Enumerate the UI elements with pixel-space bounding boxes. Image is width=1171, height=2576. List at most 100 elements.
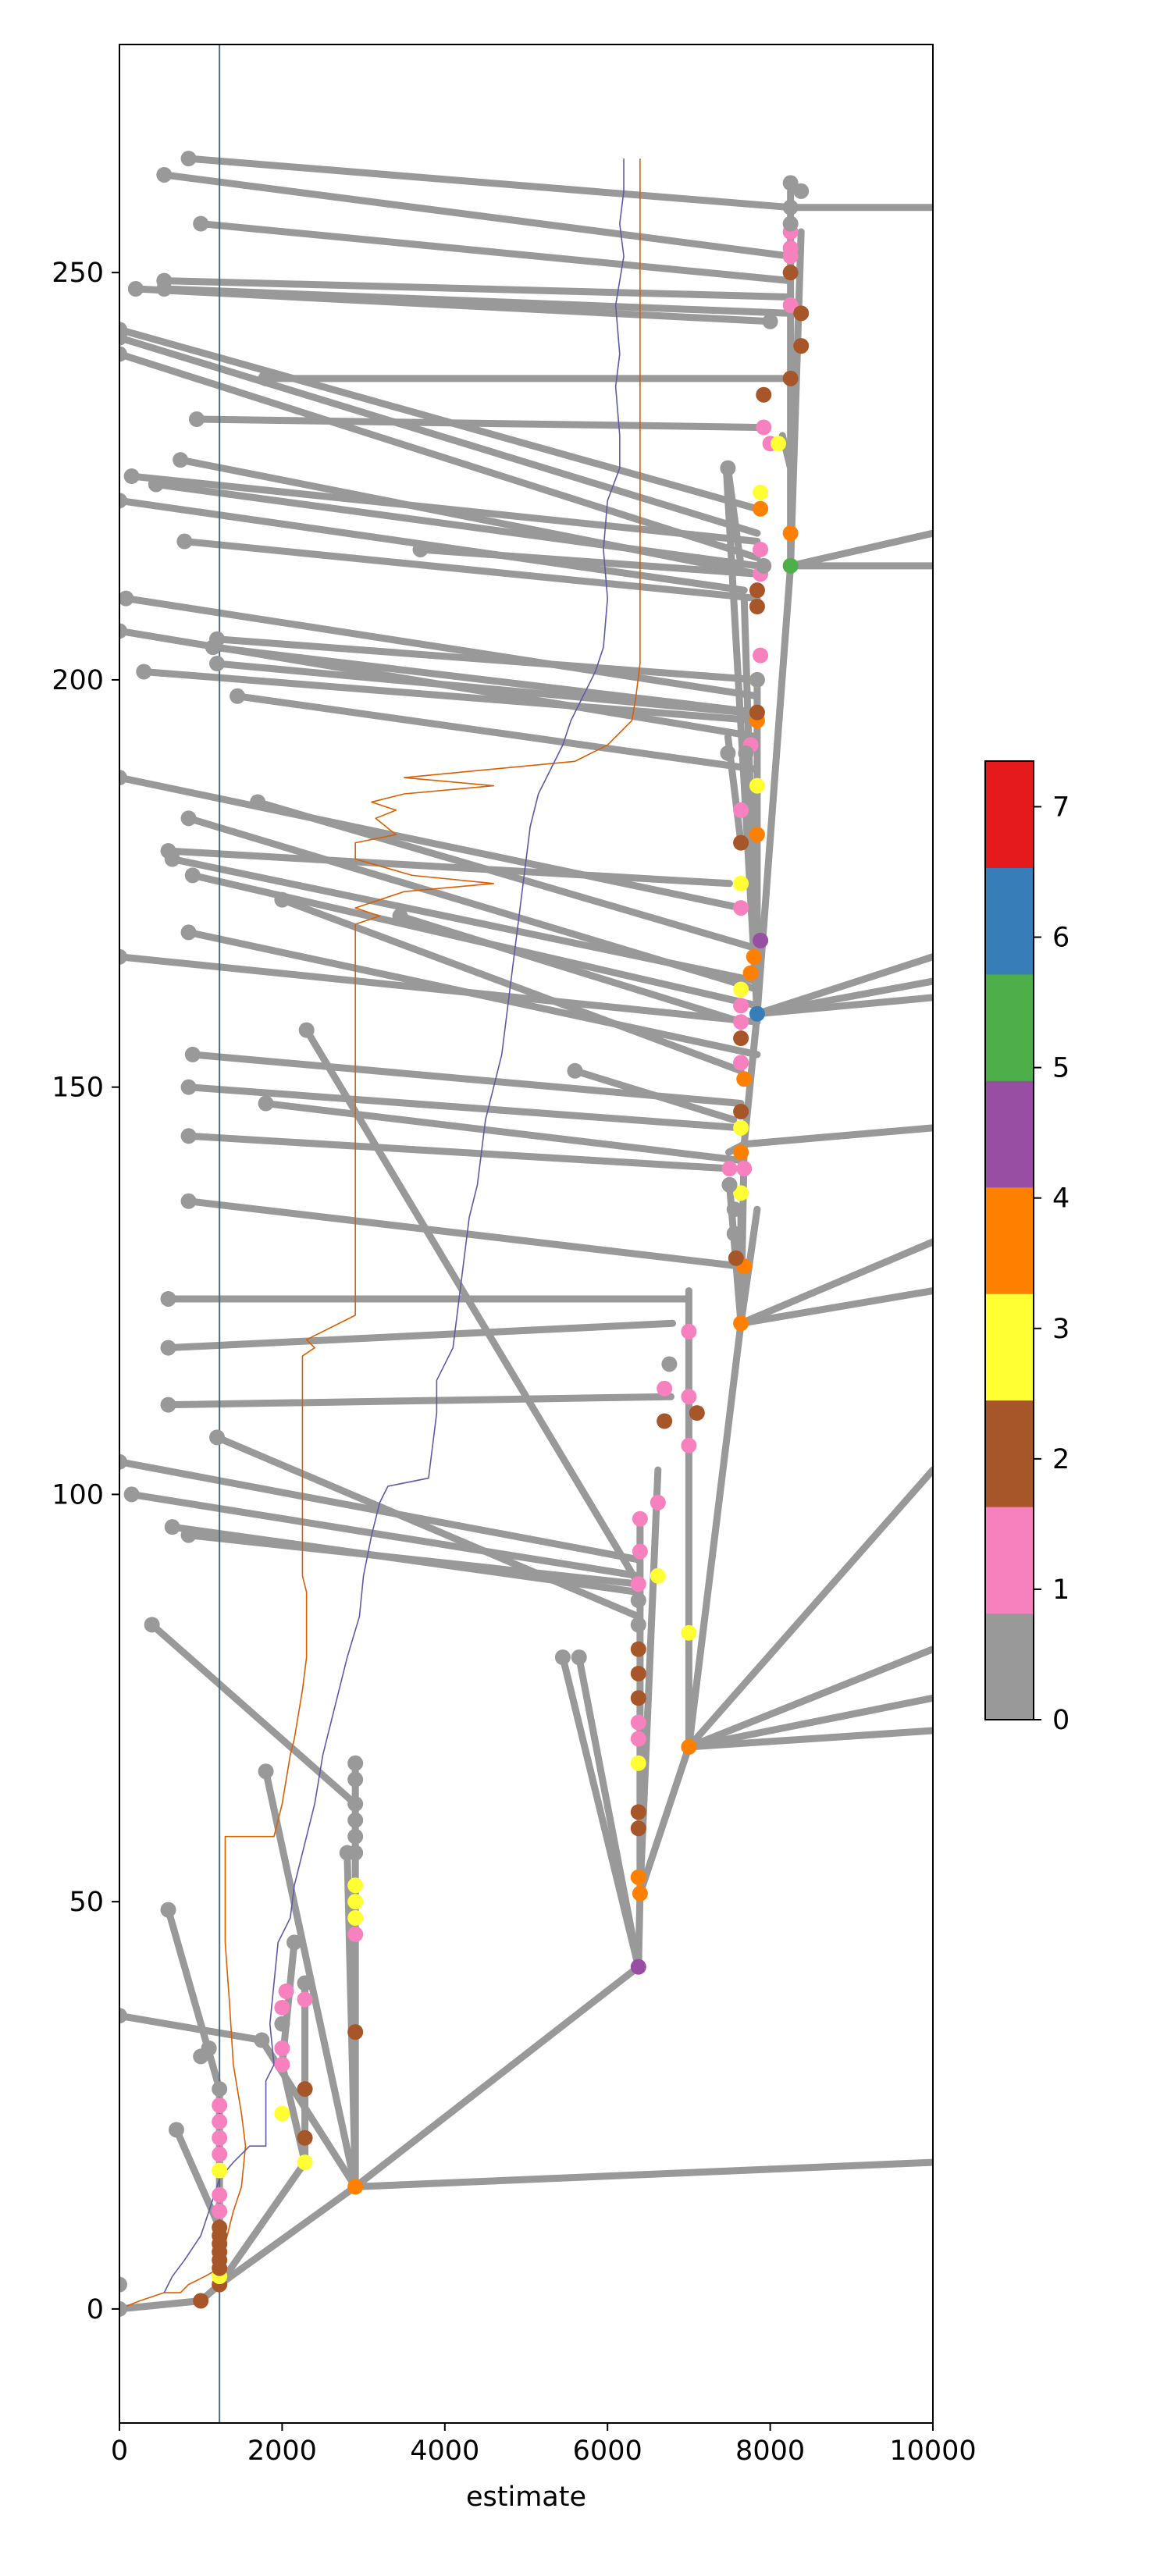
tree-node (630, 1714, 646, 1731)
tree-node (347, 1828, 364, 1845)
colorbar-block (985, 761, 1034, 868)
tree-node (168, 2122, 184, 2138)
tree-node (119, 2276, 127, 2293)
tree-node (347, 1812, 364, 1828)
tree-edge (343, 1849, 359, 2190)
tree-node (347, 2024, 364, 2041)
tree-node (160, 1290, 176, 1307)
tree-node (180, 924, 197, 941)
tree-node (782, 215, 799, 232)
tree-node (793, 305, 810, 322)
tree-node (749, 777, 765, 794)
colorbar: 0 1 2 3 4 5 6 7 (984, 760, 1070, 1736)
x-tick-label: 10000 (889, 2435, 976, 2467)
tree-node (119, 2300, 127, 2317)
tree-node (681, 1624, 697, 1641)
tree-node (119, 623, 127, 639)
tree-node (630, 1959, 646, 1975)
x-axis: 0 2000 4000 6000 8000 10000 (111, 2423, 977, 2467)
tree-edge (571, 1067, 738, 1123)
x-axis-label: estimate (466, 2482, 586, 2513)
tree-edge (185, 1532, 642, 1588)
tree-node (632, 1510, 648, 1527)
tree-edge (180, 538, 761, 603)
colorbar-tick-label: 5 (1052, 1053, 1070, 1084)
tree-node (180, 1527, 197, 1543)
tree-node (297, 1975, 313, 1991)
tree-edge (122, 595, 761, 700)
tree-node (771, 436, 787, 452)
tree-node (733, 1185, 749, 1201)
tree-node (746, 948, 762, 965)
tree-edge (396, 913, 745, 1026)
tree-node (209, 1429, 226, 1446)
plot-frame (119, 44, 934, 2424)
tree-node (123, 1486, 140, 1503)
tree-edge (185, 1083, 745, 1132)
tree-node (554, 1649, 571, 1666)
tree-edge (119, 1458, 642, 1564)
tree-node (571, 1649, 587, 1666)
tree-node (250, 794, 266, 810)
colorbar-block (985, 1187, 1034, 1294)
tree-node (753, 541, 769, 557)
tree-node (188, 411, 205, 428)
colorbar-block (985, 1507, 1034, 1614)
tree-node (274, 2040, 290, 2056)
purple-estimate-line (163, 158, 625, 2293)
tree-edge (724, 464, 745, 570)
tree-nodes (119, 151, 810, 2317)
tree-node (274, 891, 290, 908)
tree-node (782, 297, 799, 313)
tree-node (657, 1413, 673, 1429)
tree-node (782, 525, 799, 542)
tree-node (297, 2129, 313, 2146)
tree-edge (119, 774, 745, 912)
tree-node (119, 346, 127, 362)
tree-node (119, 322, 127, 338)
tree-node (160, 1397, 176, 1413)
tree-node (749, 704, 765, 720)
tree-node (753, 647, 769, 664)
x-tick-label: 8000 (735, 2435, 805, 2467)
tree-edge (148, 1621, 359, 1808)
tree-node (164, 851, 180, 867)
tree-edge (685, 1319, 745, 1751)
tree-node (733, 1315, 749, 1332)
tree-node (733, 900, 749, 916)
tree-node (347, 1877, 364, 1894)
tree-edge (351, 1963, 642, 2190)
tree-node (782, 265, 799, 281)
tree-edge (685, 1466, 933, 1751)
tree-node (753, 484, 769, 500)
tree-node (630, 1592, 646, 1609)
tree-edge (119, 2297, 205, 2313)
tree-node (681, 1437, 697, 1453)
y-tick-label: 0 (87, 2294, 104, 2325)
tree-edge (197, 220, 795, 285)
tree-node (347, 1795, 364, 1812)
tree-node (173, 452, 189, 468)
tree-node (119, 770, 127, 786)
tree-edge (165, 1906, 223, 2093)
tree-node (782, 240, 799, 256)
tree-edge (160, 171, 795, 260)
tree-node (733, 1030, 749, 1047)
tree-node (212, 2113, 228, 2129)
tree-edge (575, 1653, 642, 1971)
tree-node (632, 1543, 648, 1560)
y-tick-label: 250 (52, 258, 104, 289)
tree-edge (737, 1238, 933, 1327)
colorbar-tick-label: 7 (1052, 792, 1070, 823)
y-tick-label: 150 (52, 1073, 104, 1104)
colorbar-block (985, 1293, 1034, 1401)
tree-node (184, 1046, 201, 1062)
colorbar-block (985, 1080, 1034, 1188)
tree-node (274, 2105, 290, 2122)
colorbar-blocks (985, 761, 1034, 1720)
tree-edge (165, 1319, 677, 1352)
tree-node (733, 875, 749, 891)
tree-edge (119, 627, 761, 741)
tree-node (278, 1983, 294, 1999)
